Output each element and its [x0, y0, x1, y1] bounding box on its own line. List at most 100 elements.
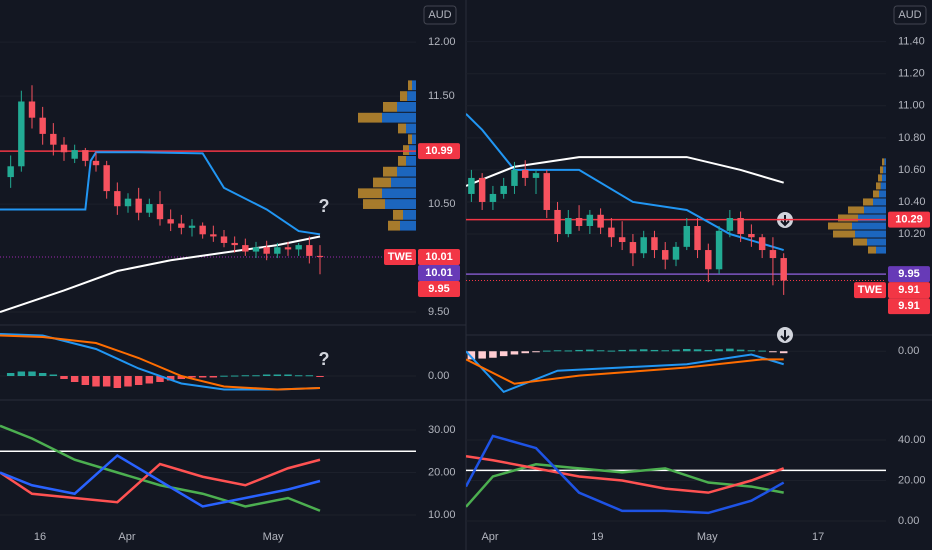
dmi-pane: [466, 434, 886, 522]
candle-body: [489, 193, 497, 202]
histogram-bar: [510, 351, 519, 355]
volume-profile-down: [382, 188, 416, 199]
price-badge: [888, 282, 930, 299]
histogram-bar: [209, 376, 218, 378]
histogram-bar: [467, 351, 476, 360]
histogram-bar: [166, 376, 175, 381]
volume-profile-up: [398, 123, 406, 134]
volume-profile-down: [400, 220, 416, 231]
candle-body: [748, 234, 755, 238]
candle-body: [565, 217, 572, 235]
histogram-bar: [38, 373, 47, 376]
candle-body: [39, 117, 46, 134]
histogram-bar: [113, 376, 122, 388]
volume-profile-up: [373, 177, 391, 188]
volume-profile-down: [385, 199, 416, 209]
candle-body: [167, 219, 174, 224]
volume-profile-down: [855, 230, 886, 238]
histogram-bar: [102, 376, 111, 387]
candle-body: [263, 247, 270, 254]
volume-profile-down: [852, 222, 886, 230]
candle-body: [114, 191, 121, 207]
candle-body: [7, 166, 14, 178]
histogram-bar: [273, 374, 282, 376]
indicator-line: [466, 358, 784, 385]
candle-body: [705, 250, 712, 270]
volume-profile-up: [833, 230, 855, 238]
histogram-bar: [478, 351, 486, 359]
candle-body: [92, 160, 100, 166]
indicator-line: [466, 434, 785, 515]
volume-profile-up: [873, 190, 879, 198]
dmi-pane: [0, 424, 416, 516]
candle-body: [715, 230, 723, 270]
candle-body: [210, 234, 217, 237]
histogram-bar: [92, 376, 100, 387]
candle-body: [316, 255, 324, 257]
candle-body: [586, 214, 594, 227]
volume-profile-down: [882, 174, 886, 182]
histogram-bar: [661, 350, 669, 352]
y-tick-label: 10.80: [898, 132, 926, 144]
volume-profile-up: [868, 246, 876, 254]
volume-profile-down: [397, 166, 416, 177]
histogram-bar: [596, 350, 605, 352]
candle-body: [50, 133, 57, 145]
histogram-bar: [284, 374, 292, 376]
volume-profile-up: [878, 174, 882, 182]
histogram-bar: [28, 371, 36, 376]
volume-profile-up: [828, 222, 852, 230]
histogram-bar: [586, 349, 594, 352]
price-badge: [418, 280, 460, 297]
histogram-bar: [618, 349, 626, 352]
candle-body: [71, 150, 78, 159]
histogram-bar: [736, 349, 745, 352]
volume-profile-up: [358, 112, 382, 123]
volume-profile-up: [358, 188, 382, 199]
price-pane: [466, 41, 886, 295]
volume-profile-down: [403, 209, 416, 220]
candle-body: [124, 198, 132, 207]
candle-body: [543, 173, 550, 210]
candle-body: [284, 247, 292, 250]
candle-body: [274, 247, 281, 254]
histogram-bar: [262, 374, 271, 376]
candle-body: [18, 101, 25, 167]
currency: AUD: [428, 9, 451, 21]
volume-profile-down: [412, 80, 416, 91]
y-tick-label: 12.00: [428, 36, 456, 48]
histogram-bar: [156, 376, 164, 382]
y-tick-label: 10.60: [898, 164, 926, 176]
price-badge-label: 9.95: [428, 283, 449, 295]
volume-profile-down: [382, 112, 416, 123]
histogram-bar: [683, 348, 691, 352]
candle-body: [511, 169, 518, 186]
indicator-line: [0, 334, 321, 391]
histogram-bar: [779, 351, 788, 354]
histogram-bar: [726, 348, 734, 352]
alert-icon[interactable]: [777, 327, 793, 343]
candle-body: [769, 250, 777, 259]
volume-profile-down: [406, 155, 416, 166]
candle-body: [188, 225, 196, 228]
macd-pane: [0, 333, 416, 391]
volume-profile-down: [884, 158, 886, 166]
x-tick-label: May: [697, 531, 718, 543]
candle-body: [146, 204, 153, 213]
histogram-bar: [607, 350, 616, 352]
candle-body: [780, 258, 787, 281]
y-tick-label: 11.40: [898, 36, 925, 48]
histogram-bar: [188, 376, 196, 378]
candle-body: [522, 169, 529, 178]
candle-body: [156, 204, 164, 220]
candle-body: [242, 245, 249, 252]
currency: AUD: [898, 9, 921, 21]
histogram-bar: [650, 349, 659, 352]
histogram-bar: [177, 376, 186, 379]
candle-body: [618, 237, 626, 243]
histogram-bar: [704, 349, 713, 352]
histogram-bar: [715, 349, 723, 352]
y-tick-label: 10.50: [428, 198, 456, 210]
